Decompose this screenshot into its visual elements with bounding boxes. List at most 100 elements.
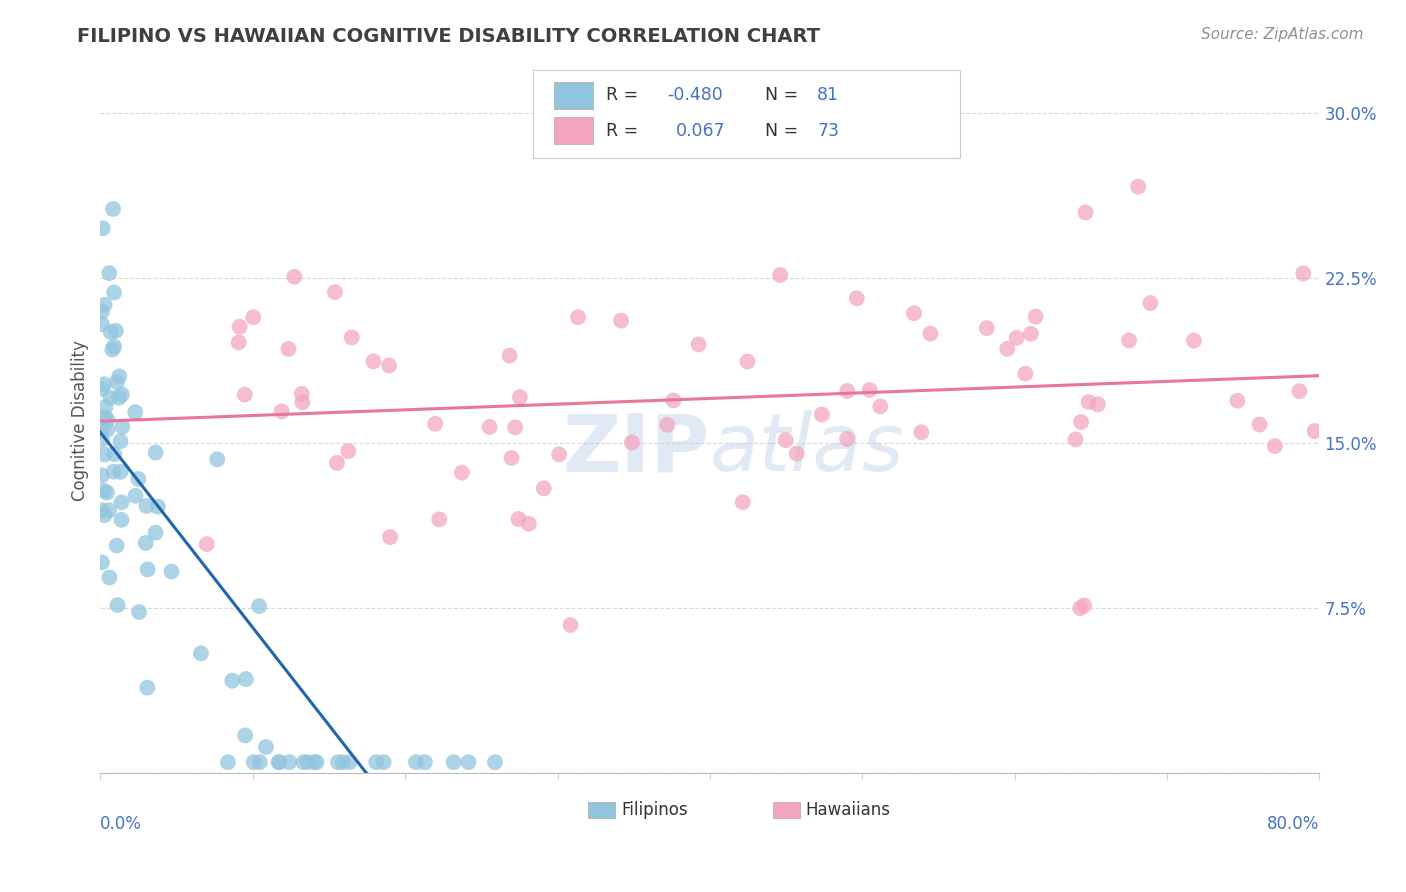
Point [217, 755, 239, 769]
Point [160, 565, 183, 579]
Point [90, 503, 112, 517]
Point [560, 618, 582, 632]
Point [858, 383, 880, 397]
Point [657, 417, 679, 432]
Point [413, 755, 436, 769]
Point [1303, 424, 1326, 438]
Point [283, 269, 305, 284]
Bar [554, 82, 593, 109]
Point [136, 681, 159, 695]
FancyBboxPatch shape [533, 70, 960, 158]
Point [610, 313, 633, 327]
Point [135, 499, 157, 513]
Text: ZIP: ZIP [562, 410, 710, 488]
Point [837, 384, 859, 398]
Point [405, 755, 427, 769]
Point [304, 755, 326, 769]
Text: FILIPINO VS HAWAIIAN COGNITIVE DISABILITY CORRELATION CHART: FILIPINO VS HAWAIIAN COGNITIVE DISABILIT… [77, 27, 820, 45]
Point [101, 202, 124, 216]
Point [1264, 439, 1286, 453]
Point [1288, 384, 1310, 399]
Point [305, 755, 328, 769]
Point [242, 755, 264, 769]
Point [90, 555, 112, 569]
Point [737, 354, 759, 368]
Point [247, 599, 270, 613]
Point [127, 472, 149, 486]
Point [378, 530, 401, 544]
Point [845, 291, 868, 305]
Bar [588, 802, 614, 818]
Point [90, 423, 112, 437]
Text: 0.067: 0.067 [676, 121, 725, 139]
Point [93, 483, 115, 498]
Point [111, 387, 134, 401]
Point [96, 485, 118, 500]
Point [90, 317, 112, 331]
Point [995, 342, 1018, 356]
Point [509, 390, 531, 404]
Point [254, 739, 277, 754]
Point [662, 393, 685, 408]
Text: 73: 73 [817, 121, 839, 139]
Point [378, 359, 401, 373]
Text: Source: ZipAtlas.com: Source: ZipAtlas.com [1201, 27, 1364, 42]
Text: Filipinos: Filipinos [621, 801, 688, 819]
Point [366, 755, 388, 769]
Point [508, 512, 530, 526]
Point [108, 391, 131, 405]
Point [1292, 266, 1315, 280]
Point [98, 570, 121, 584]
Point [221, 673, 243, 688]
Point [775, 433, 797, 447]
Point [1249, 417, 1271, 432]
Point [1087, 397, 1109, 411]
Point [373, 755, 395, 769]
Point [731, 495, 754, 509]
Point [533, 481, 555, 495]
Point [1139, 296, 1161, 310]
Point [1019, 326, 1042, 341]
Point [228, 335, 250, 350]
Text: atlas: atlas [710, 410, 904, 488]
Point [1073, 599, 1095, 613]
Point [1226, 393, 1249, 408]
Point [501, 450, 523, 465]
Point [332, 755, 354, 769]
Point [96, 423, 118, 437]
Point [620, 435, 643, 450]
Point [297, 755, 319, 769]
Point [249, 755, 271, 769]
Text: R =: R = [606, 87, 644, 104]
Point [457, 755, 479, 769]
Point [98, 266, 121, 280]
Text: R =: R = [606, 121, 650, 139]
Point [340, 330, 363, 344]
Point [233, 387, 256, 401]
Point [1005, 331, 1028, 345]
Point [769, 268, 792, 282]
Point [103, 447, 125, 461]
Point [90, 305, 112, 319]
Point [110, 434, 132, 449]
Point [498, 349, 520, 363]
Point [326, 456, 349, 470]
Point [91, 433, 114, 447]
Text: 0.0%: 0.0% [100, 815, 142, 833]
Point [104, 324, 127, 338]
Point [128, 605, 150, 619]
Point [323, 285, 346, 300]
Point [145, 525, 167, 540]
Text: Hawaiians: Hawaiians [806, 801, 890, 819]
Point [93, 410, 115, 425]
Point [835, 432, 858, 446]
Point [103, 465, 125, 479]
Point [233, 728, 256, 742]
Point [269, 755, 291, 769]
Point [93, 448, 115, 462]
Point [111, 419, 134, 434]
Point [267, 755, 290, 769]
Point [688, 337, 710, 351]
Point [108, 369, 131, 384]
Point [235, 672, 257, 686]
